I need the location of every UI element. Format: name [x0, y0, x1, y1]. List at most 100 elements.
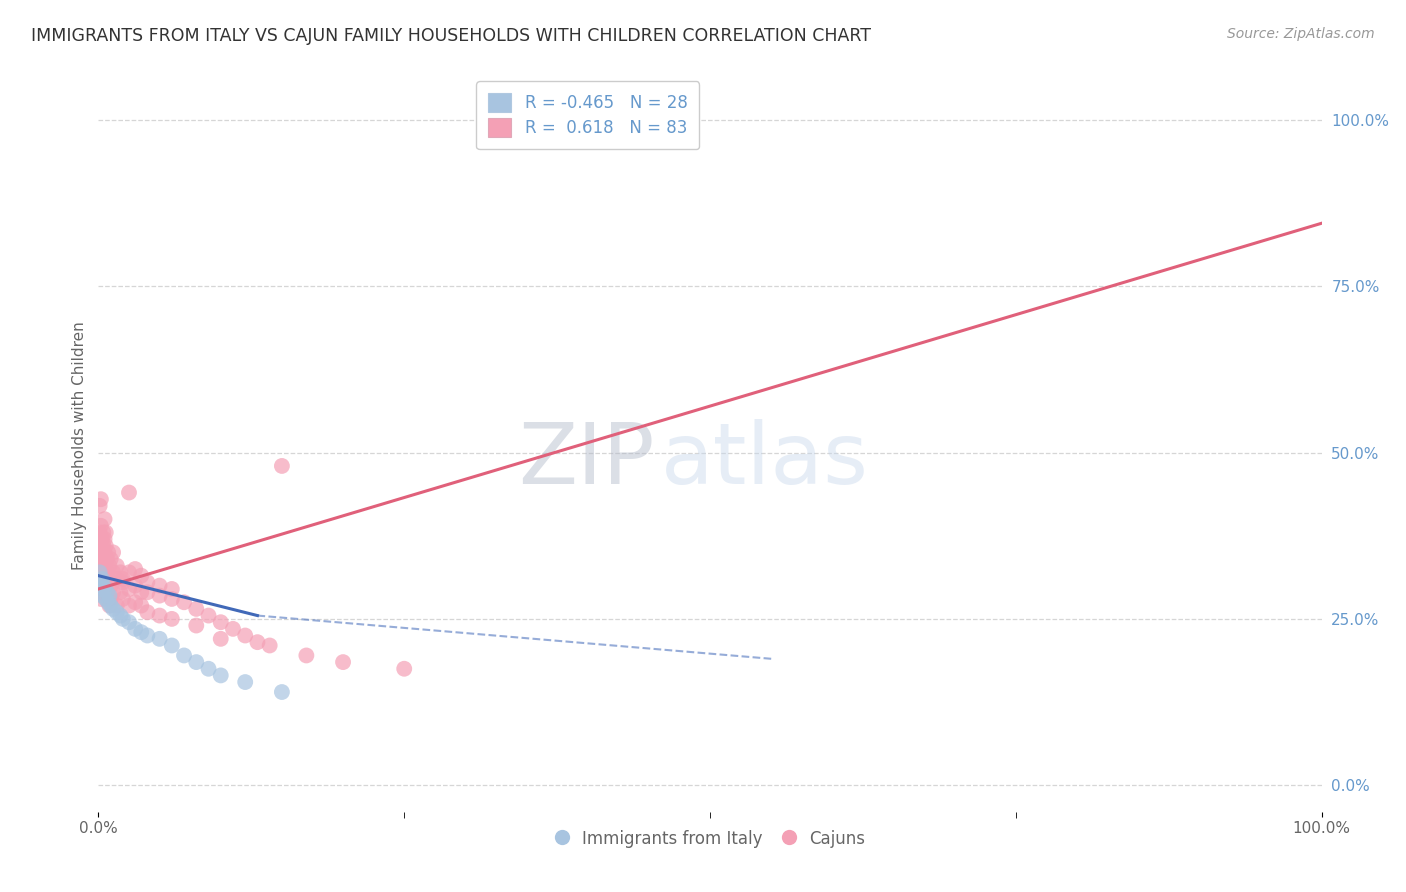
Point [89, 585, 111, 599]
Point [233, 628, 256, 642]
Point [98, 558, 121, 573]
Point [111, 572, 134, 586]
Point [149, 608, 172, 623]
Point [91, 525, 114, 540]
Point [136, 628, 159, 642]
Point [129, 568, 152, 582]
Point [129, 585, 152, 599]
Point [111, 575, 134, 590]
Point [136, 585, 159, 599]
Point [105, 605, 128, 619]
Point [94, 539, 117, 553]
Point [222, 622, 245, 636]
Point [118, 615, 141, 630]
Point [89, 558, 111, 573]
Point [98, 599, 121, 613]
Point [173, 648, 195, 663]
Point [186, 655, 208, 669]
Point [100, 579, 122, 593]
Point [295, 648, 318, 663]
Point [124, 622, 146, 636]
Point [96, 585, 118, 599]
Point [90, 575, 112, 590]
Point [110, 608, 132, 623]
Point [91, 572, 114, 586]
Point [129, 625, 152, 640]
Point [105, 599, 128, 613]
Point [94, 579, 117, 593]
Legend: Immigrants from Italy, Cajuns: Immigrants from Italy, Cajuns [548, 823, 872, 855]
Point [118, 485, 141, 500]
Point [90, 582, 112, 596]
Point [233, 675, 256, 690]
Point [105, 572, 128, 586]
Point [110, 585, 132, 599]
Text: atlas: atlas [661, 419, 869, 502]
Point [100, 599, 122, 613]
Point [246, 635, 269, 649]
Point [173, 595, 195, 609]
Point [90, 591, 112, 606]
Point [89, 525, 111, 540]
Point [91, 566, 114, 580]
Point [136, 575, 159, 590]
Point [89, 499, 111, 513]
Point [89, 566, 111, 580]
Point [94, 525, 117, 540]
Text: IMMIGRANTS FROM ITALY VS CAJUN FAMILY HOUSEHOLDS WITH CHILDREN CORRELATION CHART: IMMIGRANTS FROM ITALY VS CAJUN FAMILY HO… [31, 27, 870, 45]
Point [98, 589, 121, 603]
Point [93, 558, 115, 573]
Point [96, 552, 118, 566]
Point [149, 579, 172, 593]
Point [118, 582, 141, 596]
Point [97, 545, 120, 559]
Point [136, 605, 159, 619]
Point [149, 632, 172, 646]
Point [124, 579, 146, 593]
Point [91, 558, 114, 573]
Point [91, 539, 114, 553]
Point [149, 589, 172, 603]
Point [91, 585, 114, 599]
Point [186, 618, 208, 632]
Point [111, 591, 134, 606]
Point [91, 572, 114, 586]
Point [160, 591, 183, 606]
Point [160, 612, 183, 626]
Y-axis label: Family Households with Children: Family Households with Children [72, 322, 87, 570]
Point [97, 572, 120, 586]
Point [96, 566, 118, 580]
Point [90, 552, 112, 566]
Point [93, 582, 115, 596]
Point [101, 566, 124, 580]
Point [90, 492, 112, 507]
Point [197, 608, 219, 623]
Point [209, 668, 232, 682]
Point [90, 566, 112, 580]
Point [118, 599, 141, 613]
Point [90, 545, 112, 559]
Point [100, 591, 122, 606]
Text: ZIP: ZIP [519, 419, 655, 502]
Point [197, 662, 219, 676]
Point [91, 532, 114, 546]
Point [160, 582, 183, 596]
Point [100, 552, 122, 566]
Point [160, 639, 183, 653]
Point [91, 552, 114, 566]
Point [129, 599, 152, 613]
Point [101, 585, 124, 599]
Point [392, 662, 416, 676]
Point [270, 458, 294, 473]
Point [110, 566, 132, 580]
Point [89, 539, 111, 553]
Point [93, 545, 115, 559]
Point [91, 579, 114, 593]
Text: Source: ZipAtlas.com: Source: ZipAtlas.com [1227, 27, 1375, 41]
Point [118, 566, 141, 580]
Point [90, 579, 112, 593]
Point [209, 632, 232, 646]
Point [94, 591, 117, 606]
Point [91, 545, 114, 559]
Point [97, 595, 120, 609]
